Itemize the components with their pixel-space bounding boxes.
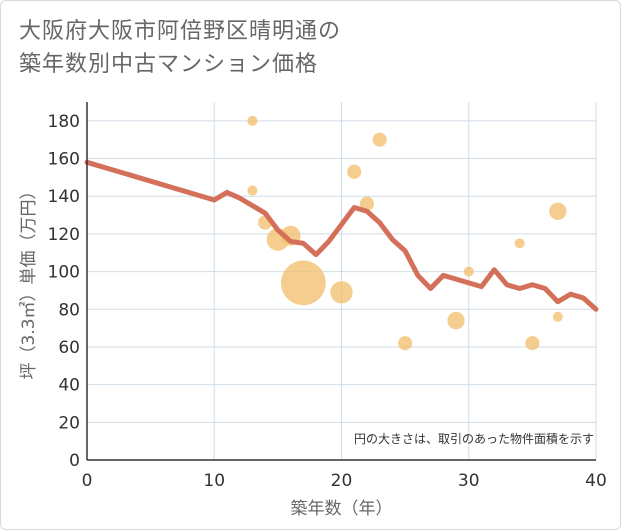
x-tick-label: 20: [331, 471, 353, 491]
bubble-series: [247, 115, 567, 351]
y-tick-label: 100: [48, 263, 80, 283]
bubble-point: [347, 164, 362, 179]
x-tick-label: 10: [203, 471, 225, 491]
bubble-point: [330, 281, 353, 304]
y-axis-label: 坪（3.3㎡）単価（万円）: [19, 182, 39, 379]
bubble-point: [247, 185, 258, 196]
average-line-series: [84, 159, 599, 312]
bubble-point: [525, 336, 540, 351]
chart-title-line-2: 築年数別中古マンション価格: [19, 52, 319, 77]
x-tick-label: 30: [458, 471, 480, 491]
y-tick-label: 60: [58, 338, 80, 358]
bubble-point: [463, 266, 474, 277]
bubble-point: [552, 311, 563, 322]
x-tick-label: 0: [82, 471, 93, 491]
y-tick-label: 20: [58, 413, 80, 433]
chart-title: 大阪府大阪市阿倍野区晴明通の 築年数別中古マンション価格: [19, 15, 579, 81]
bubble-point: [280, 260, 326, 306]
bubble-point: [447, 311, 465, 330]
tick-labels: 0 20 40 60 80 100 120 140 160 180 0 10 20 30 40: [48, 112, 607, 491]
x-axis-label: 築年数（年）: [291, 499, 393, 519]
bubble-point: [549, 202, 567, 220]
y-tick-label: 180: [48, 112, 80, 132]
bubble-point: [247, 115, 258, 126]
y-tick-label: 40: [58, 376, 80, 396]
y-tick-label: 160: [48, 150, 80, 170]
grid: [87, 102, 597, 460]
bubble-point: [398, 336, 413, 351]
chart-note: 円の大きさは、取引のあった物件面積を示す: [354, 431, 594, 446]
x-tick-label: 40: [585, 471, 607, 491]
chart-title-line-1: 大阪府大阪市阿倍野区晴明通の: [19, 19, 342, 44]
axes: [86, 102, 596, 461]
y-tick-label: 80: [58, 300, 80, 320]
y-tick-label: 0: [69, 451, 80, 471]
bubble-point: [359, 196, 375, 211]
bubble-point: [514, 238, 525, 249]
bubble-point: [372, 132, 387, 147]
average-price-line: [84, 159, 599, 312]
y-tick-label: 140: [48, 187, 80, 207]
y-tick-label: 120: [48, 225, 80, 245]
